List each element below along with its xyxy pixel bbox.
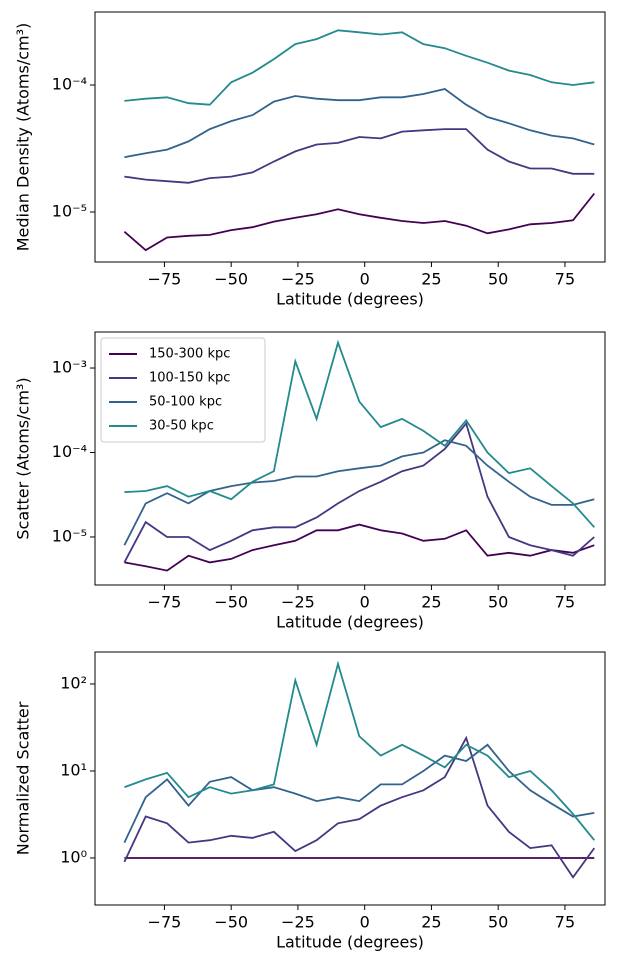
y-axis-label: Median Density (Atoms/cm³) (14, 23, 33, 252)
y-tick-label: 10¹ (60, 760, 87, 779)
legend-label: 50-100 kpc (149, 395, 222, 410)
x-tick-label: −50 (214, 270, 248, 289)
x-tick-label: 0 (360, 913, 370, 932)
series-line (124, 88, 595, 159)
x-tick-label: 50 (488, 593, 508, 612)
legend-box (100, 337, 266, 443)
series-line (124, 29, 595, 106)
legend-label: 100-150 kpc (149, 371, 230, 386)
series-line (124, 128, 595, 184)
x-tick-label: 25 (421, 913, 441, 932)
x-axis-label: Latitude (degrees) (276, 290, 424, 309)
legend-label: 30-50 kpc (149, 419, 214, 434)
x-tick-label: 50 (488, 913, 508, 932)
y-tick-label: 10⁻⁴ (52, 75, 87, 94)
x-tick-label: −25 (281, 593, 315, 612)
y-axis-label: Normalized Scatter (14, 701, 33, 855)
x-tick-label: 0 (360, 593, 370, 612)
x-tick-label: 0 (360, 270, 370, 289)
x-tick-label: −75 (148, 593, 182, 612)
y-tick-label: 10⁻⁵ (52, 526, 87, 545)
series-line (123, 421, 595, 563)
x-axis-label: Latitude (degrees) (276, 933, 424, 952)
x-tick-label: −75 (148, 270, 182, 289)
x-tick-label: −50 (214, 593, 248, 612)
plot-frame (94, 331, 606, 586)
plot-frame (94, 651, 606, 906)
x-tick-label: 25 (421, 270, 441, 289)
x-tick-label: 50 (488, 270, 508, 289)
x-tick-label: 75 (555, 913, 575, 932)
y-tick-label: 10⁻⁴ (52, 442, 87, 461)
series-line (124, 339, 595, 528)
series-line (124, 660, 595, 841)
legend-label: 150-300 kpc (149, 347, 230, 362)
x-tick-label: −25 (281, 913, 315, 932)
series-line (123, 735, 596, 879)
y-tick-label: 10² (60, 673, 87, 692)
x-tick-label: −50 (214, 913, 248, 932)
legend: 150-300 kpc 100-150 kpc 50-100 kpc 30-50 kp… (100, 337, 266, 443)
series-line (123, 192, 596, 252)
x-tick-label: −25 (281, 270, 315, 289)
y-tick-label: 10⁰ (60, 847, 87, 866)
x-tick-label: 75 (555, 270, 575, 289)
series-line (123, 439, 595, 546)
plot-frame (94, 11, 606, 263)
x-tick-label: −75 (148, 913, 182, 932)
y-tick-label: 10⁻³ (52, 358, 87, 377)
x-tick-label: 75 (555, 593, 575, 612)
y-axis-label: Scatter (Atoms/cm³) (14, 377, 33, 539)
x-tick-label: 25 (421, 593, 441, 612)
x-axis-label: Latitude (degrees) (276, 613, 424, 632)
y-tick-label: 10⁻⁵ (52, 202, 87, 221)
series-line (124, 523, 595, 572)
